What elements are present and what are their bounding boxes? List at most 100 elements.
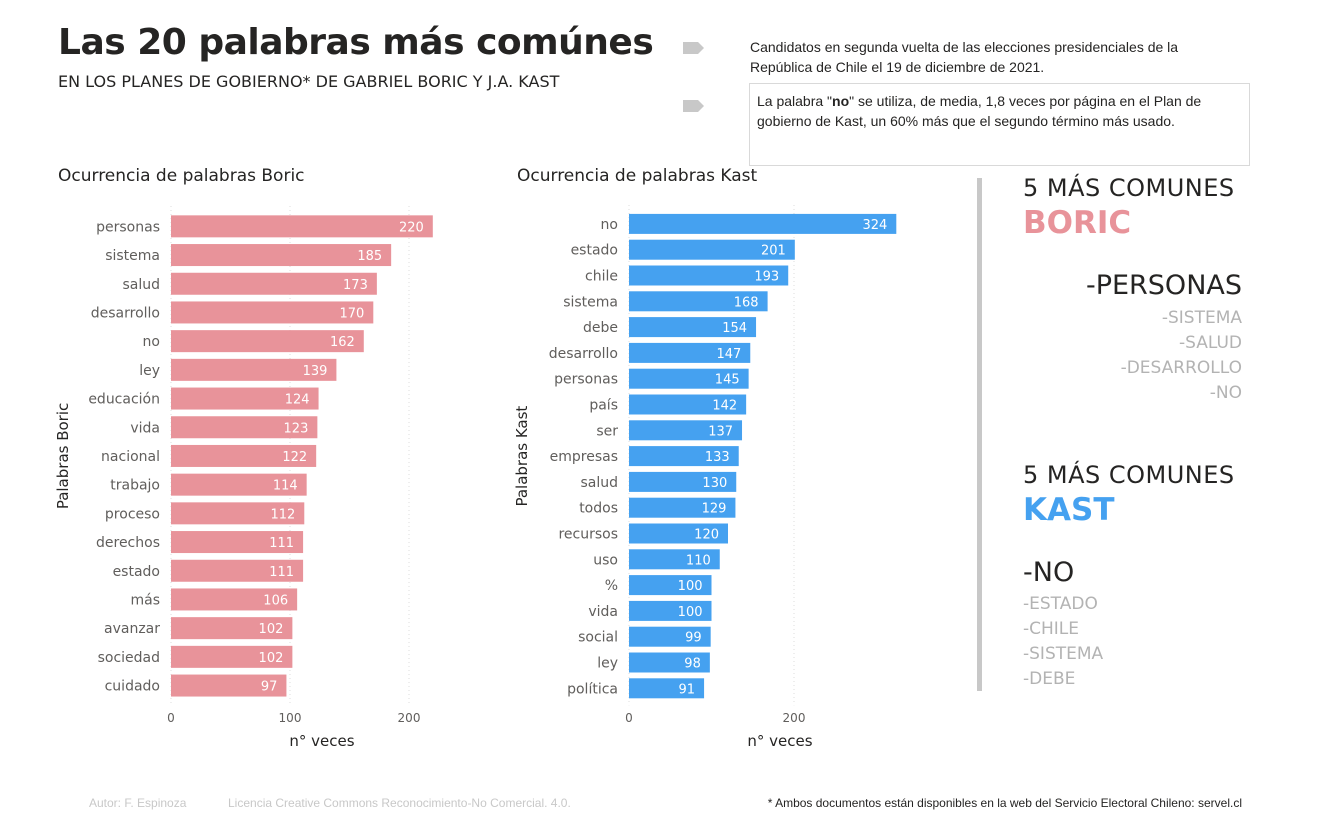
kast-category-label: debe	[583, 320, 618, 336]
boric-data-label: 170	[339, 306, 364, 321]
kast-category-label: desarrollo	[549, 346, 618, 362]
footer-author: Autor: F. Espinoza	[89, 796, 187, 810]
kast-bar	[629, 239, 795, 260]
boric-data-label: 111	[269, 536, 294, 551]
boric-y-axis-title: Palabras Boric	[54, 403, 72, 509]
boric-data-label: 102	[259, 651, 284, 666]
kast-bar	[629, 497, 736, 518]
kast-category-label: no	[601, 217, 618, 233]
boric-bar	[171, 244, 392, 267]
kast-data-label: 100	[678, 605, 703, 620]
boric-category-label: trabajo	[110, 478, 160, 494]
kast-bar	[629, 317, 757, 338]
boric-category-label: desarrollo	[91, 305, 160, 321]
boric-bar	[171, 674, 287, 697]
boric-x-tick-label: 100	[279, 711, 302, 725]
boric-category-label: no	[143, 334, 160, 350]
kast-bar	[629, 368, 749, 389]
boric-category-label: avanzar	[104, 621, 160, 637]
boric-top-item: -NO	[1209, 383, 1242, 403]
kast-data-label: 98	[684, 657, 701, 672]
kast-category-label: salud	[580, 475, 618, 491]
page-subtitle: EN LOS PLANES DE GOBIERNO* DE GABRIEL BO…	[58, 72, 560, 91]
kast-bar	[629, 600, 712, 621]
kast-category-label: uso	[593, 552, 618, 568]
kast-bar	[629, 446, 739, 467]
kast-data-label: 133	[705, 450, 730, 465]
boric-top-rest-list: -SISTEMA -SALUD -DESARROLLO -NO	[1121, 306, 1242, 406]
boric-data-label: 106	[263, 593, 288, 608]
kast-bar	[629, 626, 711, 647]
kast-data-label: 145	[715, 373, 740, 388]
boric-bar	[171, 215, 433, 238]
kast-bar	[629, 213, 897, 234]
kast-category-label: recursos	[558, 527, 618, 543]
boric-top-first: -PERSONAS	[1085, 270, 1242, 301]
kast-bar	[629, 523, 728, 544]
kast-x-tick-label: 200	[783, 711, 806, 725]
boric-category-label: derechos	[96, 535, 160, 551]
boric-bar	[171, 559, 304, 582]
arrow-tag-icon	[683, 41, 705, 55]
kast-data-label: 168	[734, 295, 759, 310]
kast-top-item: -ESTADO	[1023, 594, 1098, 614]
kast-data-label: 99	[685, 631, 702, 646]
boric-x-tick-label: 0	[167, 711, 175, 725]
boric-bar	[171, 272, 377, 295]
kast-category-label: sistema	[563, 294, 618, 310]
kast-top-name: KAST	[1023, 492, 1115, 528]
kast-data-label: 91	[679, 682, 696, 697]
boric-top-item: -SALUD	[1178, 333, 1242, 353]
kast-data-label: 137	[708, 424, 733, 439]
kast-category-label: %	[605, 578, 618, 594]
boric-category-label: vida	[130, 420, 160, 436]
kast-bar	[629, 549, 720, 570]
boric-category-label: nacional	[101, 449, 160, 465]
boric-category-label: salud	[122, 277, 160, 293]
boric-top-item: -DESARROLLO	[1120, 358, 1242, 378]
boric-bar	[171, 473, 307, 496]
boric-data-label: 114	[273, 479, 298, 494]
kast-data-label: 130	[702, 476, 727, 491]
footer-source: * Ambos documentos están disponibles en …	[767, 796, 1242, 810]
kast-data-label: 154	[722, 321, 747, 336]
kast-data-label: 120	[694, 528, 719, 543]
kast-top-first: -NO	[1023, 557, 1075, 588]
kast-top-item: -CHILE	[1023, 619, 1080, 639]
kast-y-axis-title: Palabras Kast	[513, 406, 531, 507]
kast-category-label: ser	[596, 423, 618, 439]
boric-data-label: 124	[285, 393, 310, 408]
kast-x-tick-label: 0	[625, 711, 633, 725]
kast-data-label: 100	[678, 579, 703, 594]
kast-category-label: todos	[579, 501, 618, 517]
boric-data-label: 97	[261, 680, 278, 695]
boric-data-label: 162	[330, 335, 355, 350]
boric-bar	[171, 502, 305, 525]
boric-bar	[171, 444, 317, 467]
kast-category-label: vida	[588, 604, 618, 620]
kast-data-label: 129	[702, 502, 727, 517]
boric-bar	[171, 330, 364, 353]
kast-bar	[629, 575, 712, 596]
boric-data-label: 139	[303, 364, 328, 379]
kast-category-label: estado	[571, 243, 618, 259]
kast-data-label: 193	[754, 270, 779, 285]
kast-data-label: 142	[712, 399, 737, 414]
boric-category-label: proceso	[105, 506, 160, 522]
kast-top-item: -SISTEMA	[1023, 644, 1104, 664]
insight-note-keyword: no	[832, 93, 850, 109]
boric-category-label: sistema	[105, 248, 160, 264]
boric-bar	[171, 387, 319, 410]
boric-bar	[171, 416, 318, 439]
insight-note-pre: La palabra "	[757, 93, 833, 109]
vertical-divider	[977, 178, 982, 691]
kast-bar	[629, 291, 768, 312]
boric-bar	[171, 645, 293, 668]
kast-category-label: personas	[554, 372, 618, 388]
boric-data-label: 185	[357, 249, 382, 264]
kast-top-heading: 5 MÁS COMUNES	[1023, 461, 1235, 489]
kast-category-label: país	[589, 398, 618, 414]
page-title: Las 20 palabras más comúnes	[58, 22, 654, 63]
kast-top-item: -DEBE	[1023, 669, 1076, 689]
kast-bar	[629, 265, 789, 286]
